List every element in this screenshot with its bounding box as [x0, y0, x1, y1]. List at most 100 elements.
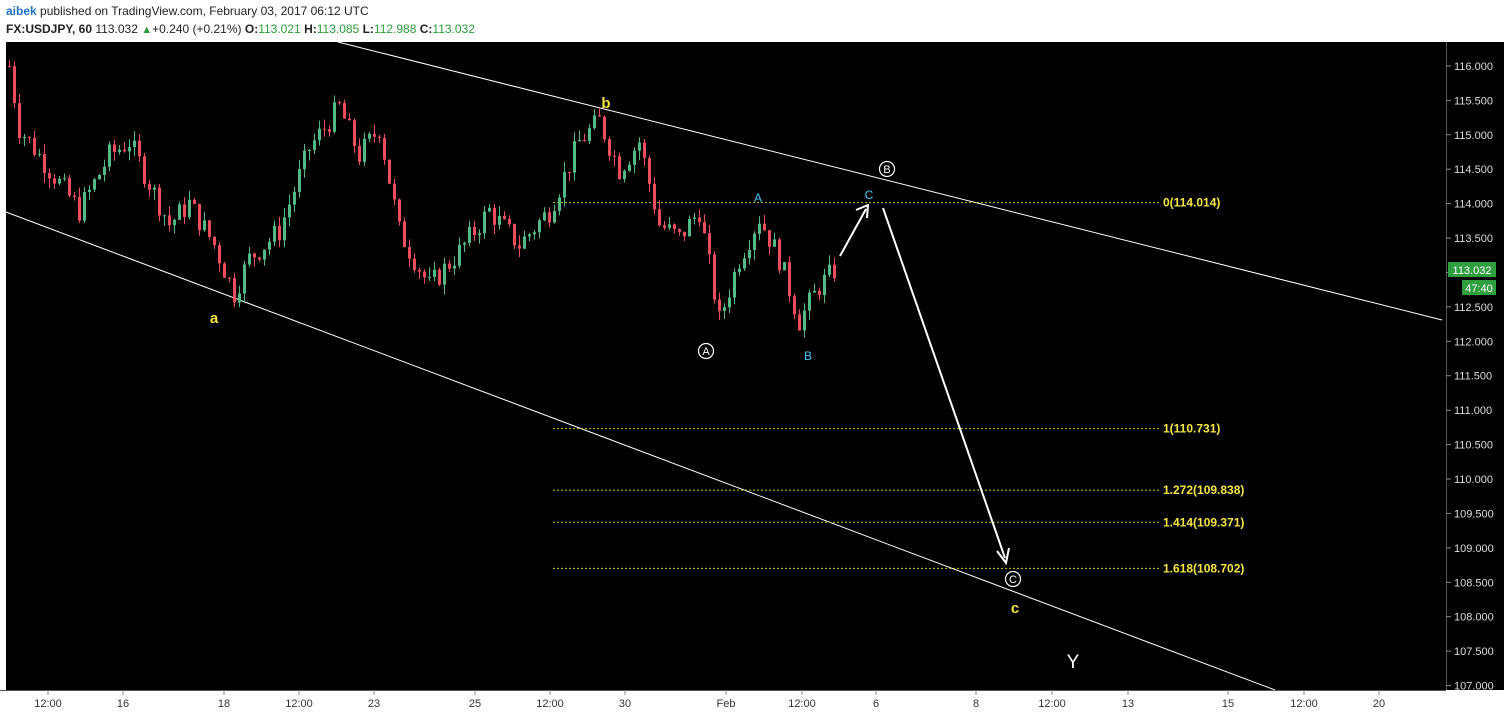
countdown-tag — [1462, 280, 1496, 295]
candle-body — [593, 115, 596, 129]
candle-body — [133, 140, 136, 148]
x-tick-label: 8 — [973, 698, 979, 710]
candle-body — [748, 249, 751, 259]
symbol-info: FX:USDJPY, 60 113.032 ▲+0.240 (+0.21%) O… — [6, 22, 475, 36]
high-label: H: — [304, 22, 317, 36]
y-tick-label: 114.500 — [1454, 164, 1493, 176]
x-tick-label: 12:00 — [788, 698, 816, 710]
candle-body — [488, 207, 491, 212]
candle-body — [428, 276, 431, 278]
candle-body — [208, 220, 211, 237]
candle-body — [248, 253, 251, 265]
price-axis-background — [1446, 42, 1504, 690]
countdown-tag-text: 47:40 — [1465, 283, 1493, 295]
candle-body — [693, 217, 696, 219]
candle-body — [343, 102, 346, 119]
candle-body — [583, 139, 586, 142]
candle-body — [598, 115, 601, 117]
candle-body — [173, 219, 176, 226]
wave-label: B — [804, 349, 812, 363]
y-tick-label: 111.000 — [1454, 405, 1492, 417]
candle-body — [378, 136, 381, 138]
candle-body — [523, 236, 526, 249]
x-tick-label: 12:00 — [1290, 698, 1318, 710]
candle-body — [403, 221, 406, 247]
candle-body — [528, 234, 531, 237]
open-label: O: — [244, 22, 259, 36]
y-tick-label: 111.500 — [1454, 371, 1492, 383]
candle-body — [613, 155, 616, 157]
candle-body — [663, 225, 666, 228]
publish-info: aibek published on TradingView.com, Febr… — [6, 4, 369, 18]
candle-body — [608, 139, 611, 156]
candle-body — [38, 153, 41, 155]
price-chart[interactable]: 107.000 107.500 108.000 108.500 109.000 109.5… — [0, 42, 1504, 715]
candle-body — [168, 215, 171, 226]
candle-body — [443, 263, 446, 285]
candle-body — [433, 269, 436, 277]
candle-body — [798, 314, 801, 331]
candle-body — [88, 189, 91, 193]
wave-label: C — [1009, 574, 1017, 586]
candle-body — [648, 158, 651, 184]
candle-body — [53, 178, 56, 184]
candle-body — [728, 297, 731, 308]
low-value: 112.988 — [373, 22, 417, 36]
chart-header: aibek published on TradingView.com, Febr… — [0, 0, 1504, 42]
y-tick-label: 107.500 — [1454, 646, 1494, 658]
time-axis-background — [0, 690, 1504, 715]
author-link[interactable]: aibek — [6, 4, 37, 18]
candle-body — [768, 230, 771, 247]
candle-body — [263, 249, 266, 260]
candle-body — [738, 268, 741, 272]
candle-body — [48, 173, 51, 179]
wave-label-circle — [697, 342, 715, 360]
candle-body — [193, 199, 196, 204]
candle-body — [273, 225, 276, 242]
candle-body — [718, 299, 721, 311]
candle-body — [318, 128, 321, 141]
projection-arrows — [839, 203, 1010, 566]
candle-body — [288, 204, 291, 218]
x-tick-label: Feb — [717, 698, 736, 710]
last-price: 113.032 — [95, 22, 138, 36]
fib-level-label: 1(110.731) — [1163, 422, 1220, 436]
candle-body — [223, 263, 226, 278]
candle-body — [803, 310, 806, 331]
candle-body — [638, 142, 641, 151]
candle-body — [423, 271, 426, 278]
candle-body — [203, 220, 206, 231]
candle-body — [628, 164, 631, 171]
candle-body — [398, 199, 401, 222]
wave-label: C — [865, 188, 874, 202]
close-value: 113.032 — [432, 22, 475, 36]
candle-body — [518, 245, 521, 249]
candle-body — [128, 147, 131, 152]
y-tick-label: 110.500 — [1454, 440, 1493, 452]
candle-body — [698, 217, 701, 223]
candle-body — [78, 197, 81, 221]
candle-body — [258, 257, 261, 260]
candle-body — [603, 116, 606, 140]
candle-body — [158, 187, 161, 216]
candle-body — [783, 262, 786, 271]
candle-body — [138, 140, 141, 157]
symbol-label[interactable]: FX:USDJPY, 60 — [6, 22, 93, 36]
candle-body — [643, 142, 646, 159]
candle-body — [73, 195, 76, 198]
candle-body — [358, 146, 361, 162]
candle-body — [703, 222, 706, 234]
candle-body — [363, 138, 366, 162]
candle-body — [238, 293, 241, 303]
candle-body — [513, 224, 516, 246]
x-tick-label: 12:00 — [1038, 698, 1066, 710]
candle-body — [103, 166, 106, 175]
candle-body — [743, 258, 746, 269]
candle-body — [438, 269, 441, 285]
wave-label: Y — [1067, 652, 1080, 673]
price-candles — [8, 60, 836, 338]
wave-label: c — [1011, 600, 1019, 617]
x-tick-label: 16 — [117, 698, 129, 710]
channel-lines — [5, 42, 1443, 691]
